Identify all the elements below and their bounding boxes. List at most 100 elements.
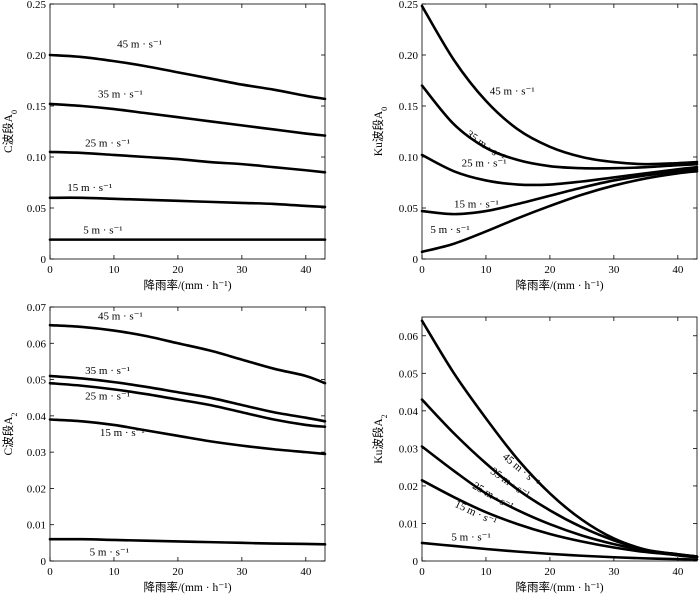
y-axis-label: Ku波段A2 — [371, 414, 389, 463]
y-tick-label: 0.25 — [399, 0, 419, 11]
x-tick-label: 0 — [419, 264, 425, 276]
y-axis-label-sub: 2 — [380, 414, 389, 418]
x-tick-label: 0 — [47, 264, 53, 276]
x-tick-label: 40 — [672, 264, 684, 276]
series-line — [48, 418, 327, 456]
y-tick-label: 0.04 — [27, 411, 47, 423]
series-label: 5 m · s⁻¹ — [83, 225, 122, 237]
y-axis-label-main: Ku波段A — [371, 110, 385, 156]
x-axis-label: 降雨率/(mm · h⁻¹) — [515, 580, 603, 594]
x-tick-label: 30 — [608, 264, 620, 276]
x-tick-label: 20 — [172, 566, 184, 578]
series-line — [420, 478, 699, 559]
panel-c-a2: 0 10 20 30 40 0 0.01 0.02 0.03 0.04 0.05 0.06 0.07 降雨… — [1, 302, 327, 594]
plot-frame — [421, 3, 698, 260]
plot-frame — [421, 316, 698, 562]
y-axis-label-sub: 2 — [10, 413, 19, 417]
x-tick-label: 40 — [300, 566, 312, 578]
series-line — [420, 169, 699, 254]
y-axis-label-main: Ku波段A — [371, 418, 385, 464]
y-tick-label: 0.05 — [27, 203, 47, 215]
series-label: 15 m · s⁻¹ — [100, 427, 145, 439]
y-axis-label-sub: 0 — [380, 107, 389, 111]
y-tick-label: 0.20 — [399, 50, 419, 62]
x-tick-label: 10 — [108, 264, 120, 276]
panel-ku-a2: 0 10 20 30 40 0 0.01 0.02 0.03 0.04 0.05 0.06 降雨率/(m… — [371, 316, 699, 594]
series-label: 45 m · s⁻¹ — [490, 85, 535, 97]
series-label: 35 m · s⁻¹ — [85, 365, 130, 377]
y-axis-label: Ku波段A0 — [371, 107, 389, 156]
x-tick-label: 20 — [172, 264, 184, 276]
y-tick-label: 0.10 — [27, 152, 47, 164]
panel-c-a0: 0 10 20 30 40 0 0.05 0.10 0.15 0.20 0.25 降雨率/(mm · … — [1, 0, 327, 292]
series-line — [420, 84, 699, 170]
y-tick-label: 0.10 — [399, 152, 419, 164]
y-tick-label: 0 — [413, 556, 419, 568]
x-axis-label: 降雨率/(mm · h⁻¹) — [143, 580, 231, 594]
x-axis-label: 降雨率/(mm · h⁻¹) — [515, 278, 603, 292]
series-label: 15 m · s⁻¹ — [67, 182, 112, 194]
series-label: 25 m · s⁻¹ — [462, 158, 507, 170]
y-tick-label: 0.05 — [27, 375, 47, 387]
plot-frame — [49, 3, 326, 260]
y-tick-label: 0.02 — [399, 481, 418, 493]
plot-frame — [49, 306, 326, 562]
series-line — [48, 381, 327, 429]
y-tick-label: 0.05 — [399, 368, 419, 380]
series-label: 15 m · s⁻¹ — [454, 198, 499, 210]
series-label: 5 m · s⁻¹ — [430, 224, 469, 236]
y-tick-label: 0.01 — [27, 520, 46, 532]
series-label: 15 m · s⁻¹ — [453, 498, 499, 528]
y-tick-label: 0.06 — [399, 331, 419, 343]
series-label: 45 m · s⁻¹ — [117, 38, 162, 50]
series-line — [48, 53, 327, 101]
y-tick-label: 0 — [413, 254, 419, 266]
x-tick-label: 20 — [544, 264, 556, 276]
series-label: 5 m · s⁻¹ — [451, 531, 490, 543]
x-axis-label: 降雨率/(mm · h⁻¹) — [143, 278, 231, 292]
x-tick-label: 40 — [300, 264, 312, 276]
y-tick-label: 0.04 — [399, 406, 419, 418]
series-line — [420, 541, 699, 561]
y-tick-label: 0.02 — [27, 483, 46, 495]
series-line — [48, 196, 327, 209]
x-tick-label: 30 — [236, 264, 248, 276]
y-tick-label: 0.15 — [399, 101, 419, 113]
y-tick-label: 0.15 — [27, 101, 47, 113]
x-tick-label: 0 — [47, 566, 53, 578]
series-line — [48, 537, 327, 546]
x-tick-label: 10 — [480, 566, 492, 578]
x-tick-label: 20 — [544, 566, 556, 578]
y-tick-label: 0.25 — [27, 0, 47, 11]
x-tick-label: 30 — [608, 566, 620, 578]
series-line — [420, 4, 699, 166]
series-line — [48, 150, 327, 174]
y-tick-label: 0.05 — [399, 203, 419, 215]
series-label: 5 m · s⁻¹ — [90, 547, 129, 559]
x-tick-label: 30 — [236, 566, 248, 578]
series-line — [420, 153, 699, 187]
y-tick-label: 0.06 — [27, 338, 47, 350]
series-line — [48, 102, 327, 137]
y-axis-label: C波段A0 — [1, 110, 19, 153]
series-label: 25 m · s⁻¹ — [85, 391, 130, 403]
series-line — [48, 374, 327, 423]
series-line — [420, 319, 699, 559]
y-axis-label-sub: 0 — [10, 110, 19, 114]
y-axis-label-main: C波段A — [1, 416, 15, 456]
series-line — [420, 167, 699, 216]
y-tick-label: 0.07 — [27, 302, 47, 314]
y-axis-label-main: C波段A — [1, 113, 15, 153]
series-label: 25 m · s⁻¹ — [85, 137, 130, 149]
series-label: 45 m · s⁻¹ — [98, 311, 143, 323]
y-tick-label: 0 — [41, 556, 47, 568]
x-tick-label: 40 — [672, 566, 684, 578]
series-line — [48, 323, 327, 385]
y-tick-label: 0.03 — [399, 443, 419, 455]
y-tick-label: 0 — [41, 254, 47, 266]
panel-ku-a0: 0 10 20 30 40 0 0.05 0.10 0.15 0.20 0.25 降雨率/(mm · … — [371, 0, 699, 292]
y-tick-label: 0.03 — [27, 447, 47, 459]
x-tick-label: 0 — [419, 566, 425, 578]
x-tick-label: 10 — [108, 566, 120, 578]
